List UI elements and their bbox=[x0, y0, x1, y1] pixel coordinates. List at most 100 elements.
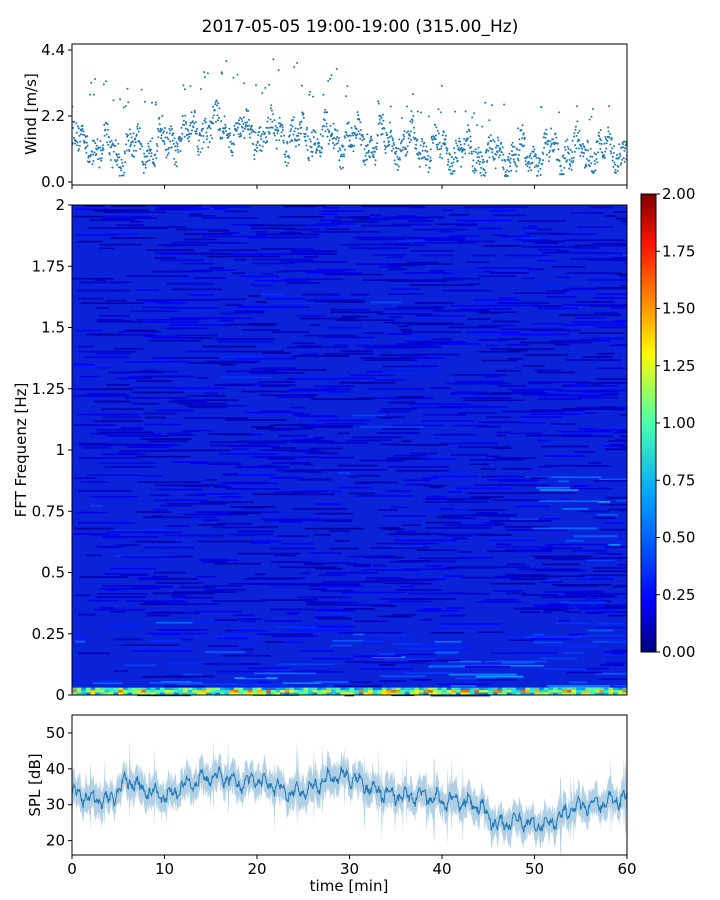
wind-point bbox=[236, 73, 239, 76]
spectrogram-cell bbox=[209, 267, 224, 269]
spectrogram-cell bbox=[549, 339, 611, 342]
spectrogram-cell bbox=[266, 298, 305, 300]
wind-point bbox=[450, 172, 453, 175]
wind-point bbox=[191, 120, 194, 123]
spectrogram-cell bbox=[610, 444, 626, 446]
spectrogram-cell bbox=[414, 302, 455, 304]
wind-point bbox=[201, 147, 204, 150]
spectrogram-cell bbox=[422, 341, 467, 343]
spectrogram-cell bbox=[113, 692, 119, 696]
wind-point bbox=[619, 155, 622, 157]
spectrogram-cell bbox=[409, 692, 415, 696]
wind-point bbox=[362, 135, 364, 138]
spectrogram-cell bbox=[547, 603, 569, 606]
wind-point bbox=[433, 136, 436, 139]
wind-point bbox=[125, 143, 128, 146]
wind-point bbox=[200, 134, 203, 137]
spectrogram-cell bbox=[125, 600, 186, 602]
spectrogram-y-tick-label: 1.75 bbox=[32, 257, 65, 275]
wind-point bbox=[220, 71, 223, 74]
spectrogram-cell bbox=[451, 687, 457, 691]
spectrogram-cell bbox=[73, 215, 103, 218]
wind-point bbox=[296, 62, 299, 64]
spectrogram-cell bbox=[331, 220, 379, 223]
wind-point bbox=[175, 141, 178, 144]
spectrogram-cell bbox=[252, 690, 258, 693]
spectrogram-cell bbox=[529, 692, 535, 696]
wind-point bbox=[282, 141, 285, 144]
spectrogram-cell bbox=[563, 288, 597, 291]
spectrogram-cell bbox=[321, 210, 365, 212]
wind-point bbox=[282, 139, 285, 142]
wind-point bbox=[139, 148, 142, 150]
wind-point bbox=[474, 148, 477, 151]
wind-point bbox=[132, 132, 135, 135]
wind-point bbox=[456, 159, 459, 162]
wind-point bbox=[154, 103, 157, 106]
spectrogram-cell bbox=[251, 224, 306, 227]
spectrogram-cell bbox=[279, 231, 302, 234]
spectrogram-cell bbox=[307, 690, 313, 693]
spectrogram-cell bbox=[275, 626, 317, 628]
spectrogram-cell bbox=[519, 611, 540, 613]
spectrogram-cell bbox=[188, 406, 227, 408]
spectrogram-cell bbox=[511, 687, 517, 691]
wind-point bbox=[76, 125, 79, 128]
spectrogram-cell bbox=[181, 638, 194, 641]
wind-point bbox=[300, 120, 303, 123]
wind-x-ticks bbox=[71, 185, 628, 189]
wind-point bbox=[517, 154, 520, 156]
spectrogram-cell bbox=[295, 314, 326, 317]
wind-point bbox=[140, 143, 143, 146]
wind-point bbox=[358, 118, 361, 121]
spectrogram-cell bbox=[595, 252, 623, 254]
wind-point bbox=[411, 121, 414, 124]
spectrogram-cell bbox=[499, 235, 530, 238]
spectrogram-cell bbox=[126, 446, 170, 448]
spectrogram-cell bbox=[578, 577, 589, 580]
wind-point bbox=[272, 58, 275, 61]
spectrogram-cell bbox=[595, 378, 627, 380]
spectrogram-cell bbox=[580, 687, 586, 691]
spectrogram-cell bbox=[118, 687, 124, 691]
wind-point bbox=[548, 151, 551, 154]
wind-point bbox=[612, 151, 615, 154]
wind-point bbox=[83, 134, 86, 137]
wind-point bbox=[421, 140, 424, 143]
wind-point bbox=[222, 130, 225, 133]
wind-point bbox=[305, 128, 308, 131]
spectrogram-cell bbox=[122, 687, 128, 691]
wind-point bbox=[503, 103, 506, 106]
spectrogram-cell bbox=[149, 444, 181, 446]
wind-point bbox=[338, 147, 341, 150]
spectrogram-cell bbox=[442, 209, 454, 212]
wind-point bbox=[364, 154, 367, 157]
spectrogram-cell bbox=[99, 462, 157, 464]
spectrogram-cell bbox=[352, 414, 386, 417]
wind-point bbox=[171, 134, 174, 137]
wind-point bbox=[546, 153, 548, 156]
wind-point bbox=[141, 161, 144, 163]
wind-point bbox=[193, 111, 196, 114]
spectrogram-cell bbox=[151, 575, 169, 578]
wind-point bbox=[287, 162, 290, 165]
wind-point bbox=[429, 156, 432, 159]
wind-point bbox=[608, 105, 611, 108]
spectrogram-cell bbox=[149, 494, 171, 497]
wind-ylabel: Wind [m/s] bbox=[22, 73, 40, 155]
wind-point bbox=[514, 153, 517, 156]
spectrogram-cell bbox=[316, 419, 371, 422]
spectrogram-cell bbox=[196, 493, 239, 495]
wind-point bbox=[197, 147, 200, 150]
spectrogram-cell bbox=[147, 632, 208, 635]
spectrogram-cell bbox=[371, 382, 395, 384]
spectrogram-cell bbox=[572, 550, 607, 552]
wind-point bbox=[610, 152, 613, 155]
spectrogram-cell bbox=[484, 598, 517, 601]
spectrogram-cell bbox=[486, 515, 517, 517]
spectrogram-cell bbox=[456, 219, 512, 222]
wind-point bbox=[438, 148, 441, 151]
wind-point bbox=[605, 142, 608, 145]
spectrogram-cell bbox=[234, 311, 265, 314]
wind-point bbox=[578, 139, 581, 142]
